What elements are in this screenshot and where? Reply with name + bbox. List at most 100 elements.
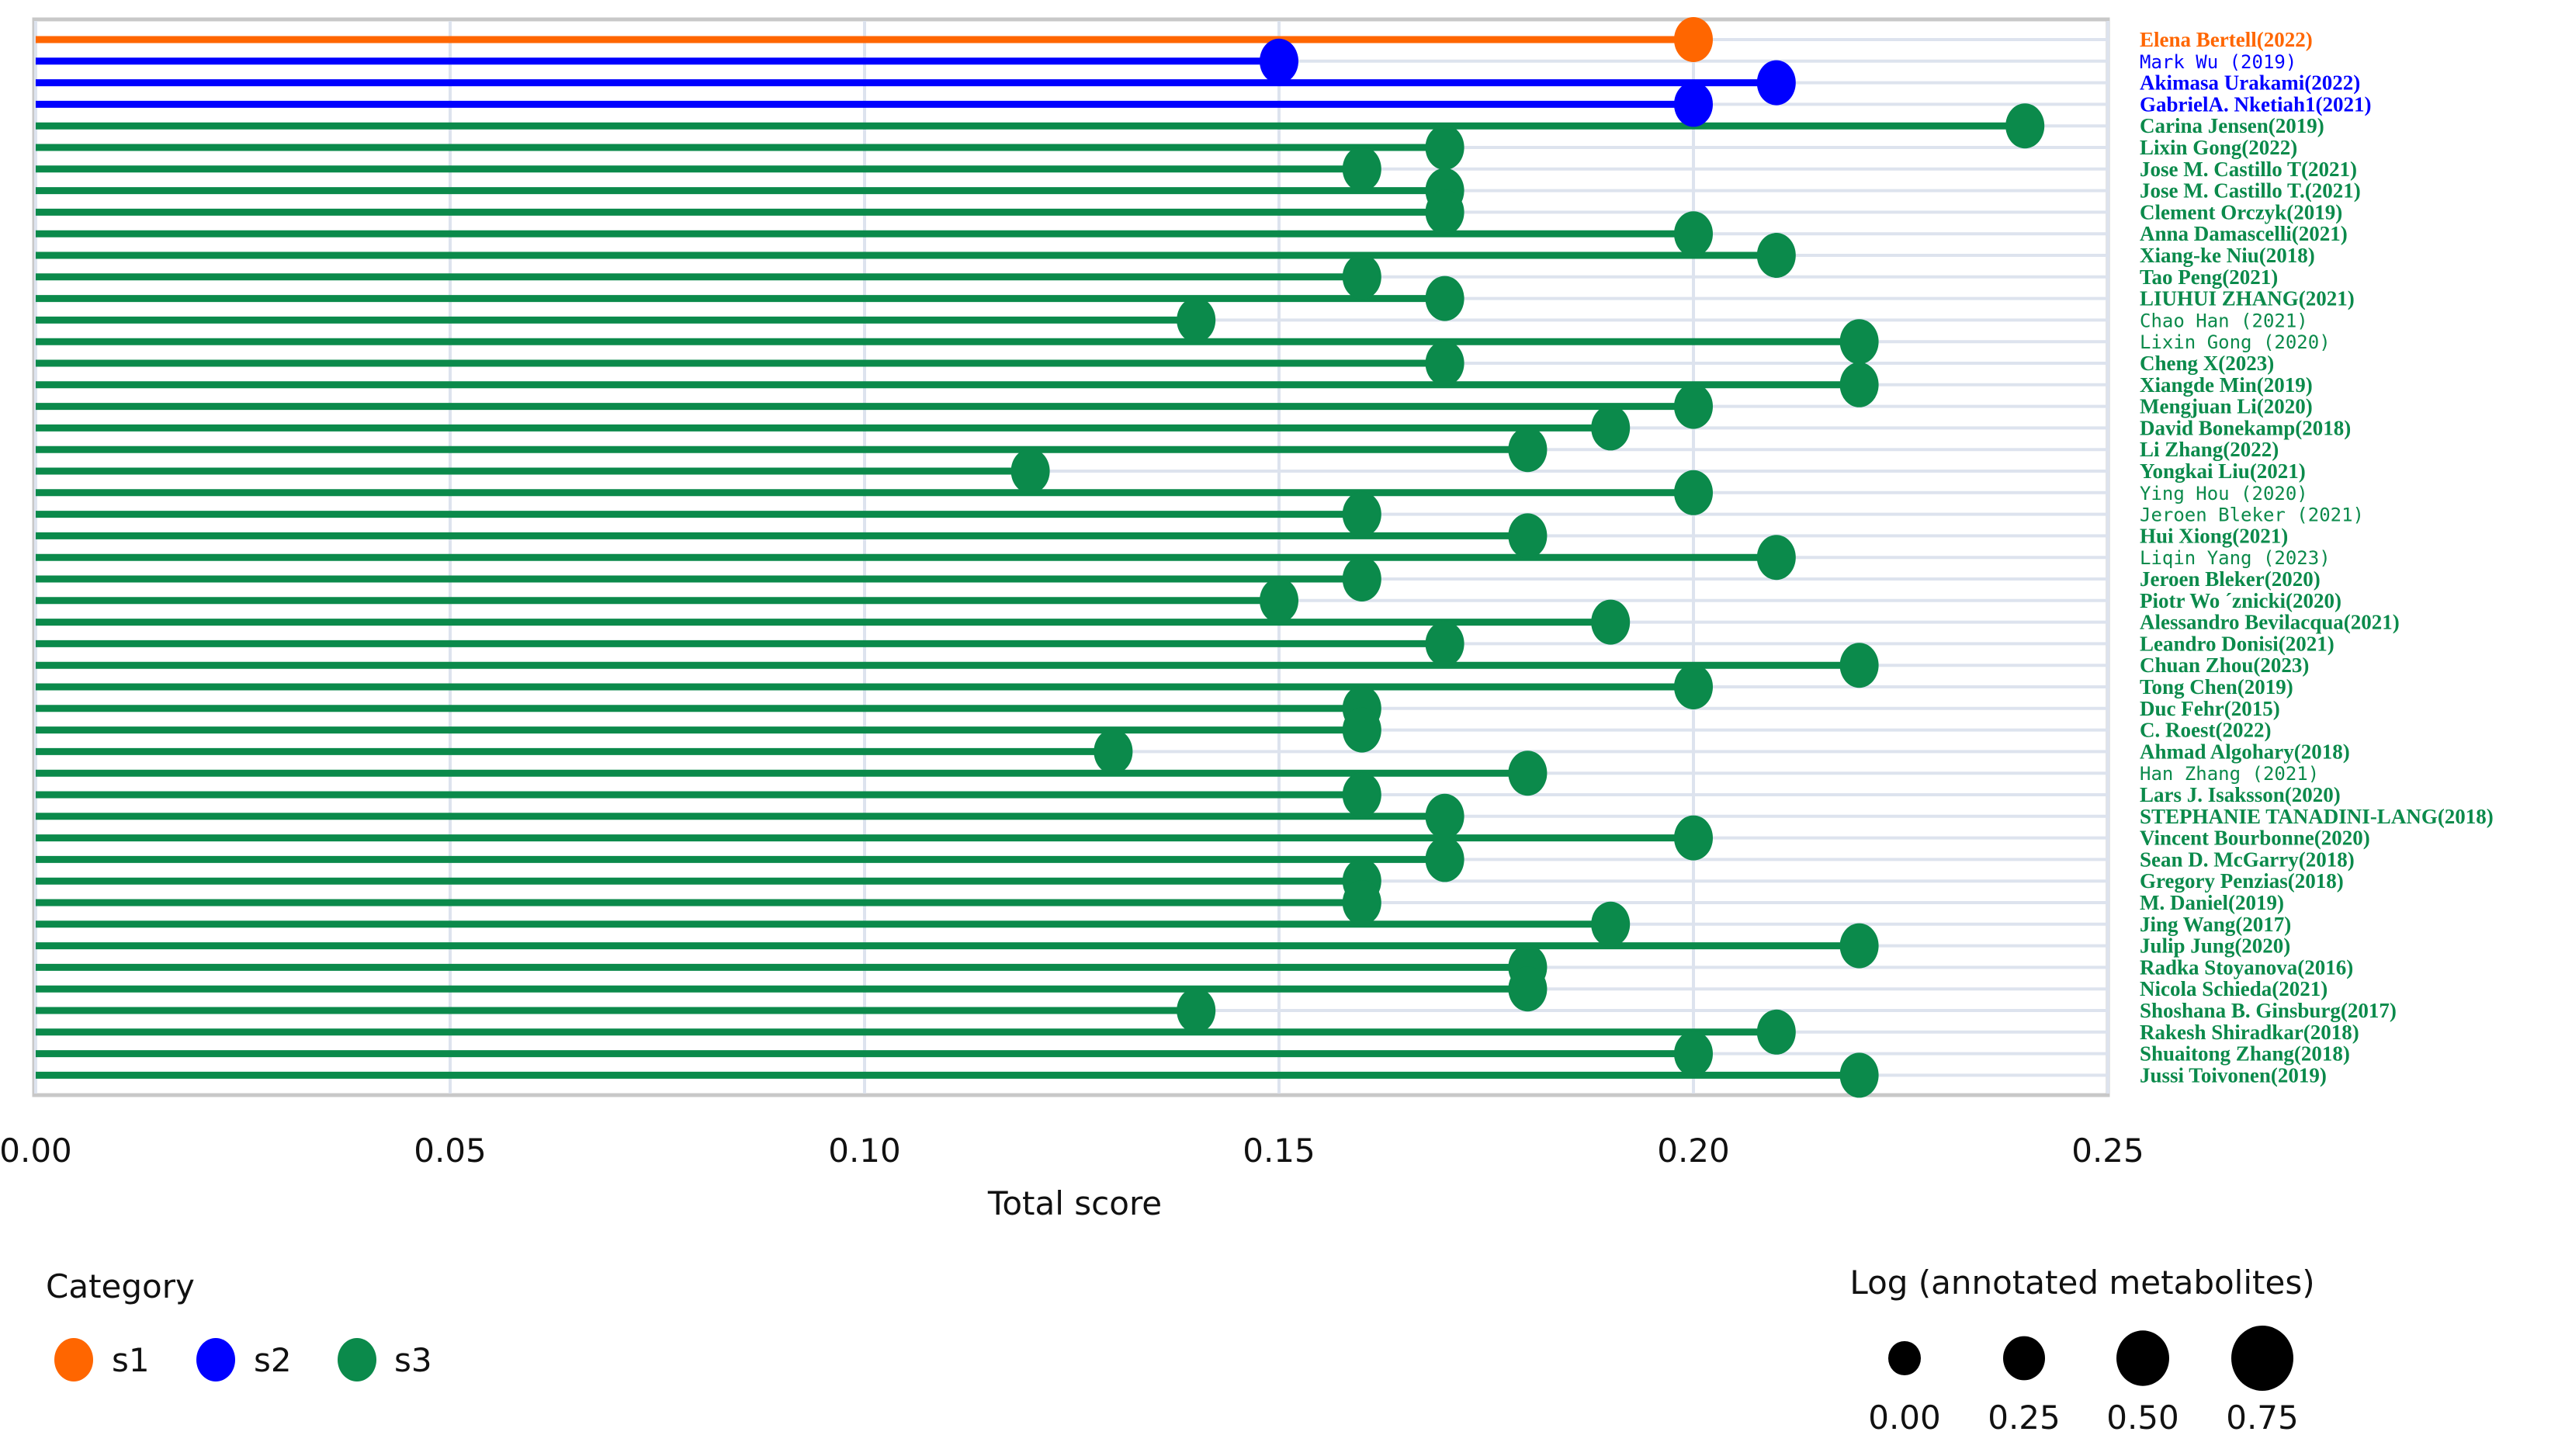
row-label: Julip Jung(2020): [2140, 934, 2290, 958]
lollipop-dot: [1839, 362, 1879, 407]
lollipop-dot: [1425, 276, 1464, 321]
category-legend-title: Category: [46, 1267, 195, 1305]
legend-label-s3: s3: [394, 1341, 432, 1379]
lollipop-dot: [1342, 254, 1381, 300]
row-label: Jeroen Bleker (2021): [2140, 504, 2364, 526]
legend-dot-s1: [54, 1338, 93, 1381]
lollipop-dot: [1591, 901, 1631, 947]
row-label: Carina Jensen(2019): [2140, 114, 2324, 137]
row-label: Chuan Zhou(2023): [2140, 653, 2309, 677]
row-label: Jose M. Castillo T.(2021): [2140, 179, 2361, 203]
lollipop-dot: [1425, 621, 1464, 667]
legend-label-s1: s1: [112, 1341, 150, 1379]
row-labels: Elena Bertell(2022)Mark Wu (2019)Akimasa…: [2140, 28, 2494, 1087]
row-label: Jing Wang(2017): [2140, 913, 2291, 936]
x-tick-label: 0.20: [1657, 1132, 1730, 1170]
row-label: Gregory Penzias(2018): [2140, 869, 2344, 893]
row-label: Lixin Gong(2022): [2140, 136, 2297, 159]
size-legend: Log (annotated metabolites) 0.00 0.25 0.50…: [1849, 1264, 2314, 1437]
lollipop-dot: [1674, 17, 1713, 62]
lollipop-dot: [1591, 599, 1631, 645]
lollipop-dot: [1260, 38, 1298, 84]
lollipop-dot: [1508, 966, 1548, 1012]
row-label: Jussi Toivonen(2019): [2140, 1063, 2327, 1087]
row-label: Jose M. Castillo T(2021): [2140, 158, 2357, 181]
lollipop-dot: [1508, 751, 1548, 796]
legend-label-s2: s2: [254, 1341, 292, 1379]
row-label: Alessandro Bevilacqua(2021): [2140, 611, 2400, 634]
row-label: Rakesh Shiradkar(2018): [2140, 1021, 2359, 1044]
lollipop-dot: [1260, 577, 1298, 623]
lollipop-dot: [1342, 880, 1381, 925]
lollipop-dot: [1839, 1052, 1879, 1098]
row-label: Mark Wu (2019): [2140, 51, 2296, 73]
lollipop-dot: [1756, 1009, 1796, 1055]
lollipop-dot: [1674, 470, 1713, 515]
row-label: Shoshana B. Ginsburg(2017): [2140, 999, 2397, 1022]
legend-dot-s2: [196, 1338, 235, 1381]
lollipop-dot: [1674, 383, 1713, 429]
row-label: Radka Stoyanova(2016): [2140, 955, 2353, 979]
lollipop-dot: [1094, 729, 1133, 775]
row-label: Xiangde Min(2019): [2140, 373, 2313, 397]
lollipop-dot: [1674, 664, 1713, 709]
row-label: Lars J. Isaksson(2020): [2140, 783, 2341, 806]
x-axis-title: Total score: [987, 1184, 1162, 1222]
row-label: Piotr Wo ´znicki(2020): [2140, 589, 2341, 612]
row-label: Chao Han (2021): [2140, 310, 2308, 331]
row-label: Leandro Donisi(2021): [2140, 632, 2334, 655]
lollipop-marks: [36, 17, 2045, 1098]
row-label: C. Roest(2022): [2140, 719, 2271, 742]
x-tick-label: 0.15: [1243, 1132, 1315, 1170]
lollipop-dot: [2005, 103, 2045, 149]
row-label: Sean D. McGarry(2018): [2140, 848, 2355, 871]
lollipop-dot: [1756, 535, 1796, 581]
lollipop-dot: [1425, 341, 1464, 386]
legend-dot-s3: [338, 1338, 376, 1381]
lollipop-dot: [1756, 233, 1796, 278]
lollipop-dot: [1674, 815, 1713, 861]
lollipop-dot: [1508, 427, 1548, 473]
row-label: Shuaitong Zhang(2018): [2140, 1042, 2350, 1066]
row-label: Liqin Yang (2023): [2140, 547, 2331, 569]
lollipop-dot: [1591, 405, 1631, 451]
size-legend-dot: [1888, 1340, 1921, 1376]
lollipop-dot: [1342, 556, 1381, 601]
row-label: Duc Fehr(2015): [2140, 697, 2280, 720]
lollipop-dot: [1342, 707, 1381, 753]
lollipop-dot: [1342, 146, 1381, 192]
row-label: Jeroen Bleker(2020): [2140, 567, 2321, 591]
row-label: Nicola Schieda(2021): [2140, 977, 2328, 1000]
row-label: Cheng X(2023): [2140, 352, 2274, 375]
row-label: STEPHANIE TANADINI-LANG(2018): [2140, 805, 2494, 828]
lollipop-dot: [1839, 923, 1879, 969]
x-tick-label: 0.00: [0, 1132, 72, 1170]
lollipop-dot: [1425, 125, 1464, 170]
lollipop-dot: [1010, 449, 1050, 494]
row-label: Clement Orczyk(2019): [2140, 200, 2342, 224]
lollipop-dot: [1756, 60, 1796, 106]
lollipop-dot: [1674, 81, 1713, 127]
size-legend-label: 0.00: [1868, 1399, 1941, 1437]
lollipop-dot: [1425, 837, 1464, 882]
x-tick-label: 0.25: [2071, 1132, 2144, 1170]
row-label: M. Daniel(2019): [2140, 891, 2284, 914]
row-label: Anna Damascelli(2021): [2140, 222, 2348, 245]
row-label: Lixin Gong (2020): [2140, 331, 2331, 353]
lollipop-dot: [1177, 297, 1216, 343]
row-label: Hui Xiong(2021): [2140, 524, 2288, 547]
lollipop-dot: [1425, 793, 1464, 839]
row-label: Vincent Bourbonne(2020): [2140, 827, 2370, 850]
row-label: Ying Hou (2020): [2140, 483, 2308, 504]
x-tick-label: 0.10: [828, 1132, 901, 1170]
lollipop-dot: [1508, 513, 1548, 559]
row-label: Xiang-ke Niu(2018): [2140, 244, 2315, 267]
x-tick-label: 0.05: [414, 1132, 487, 1170]
size-legend-label: 0.50: [2106, 1399, 2179, 1437]
category-legend: Category s1 s2 s3: [46, 1267, 432, 1381]
lollipop-dot: [1839, 643, 1879, 688]
lollipop-dot: [1839, 319, 1879, 365]
lollipop-dot: [1425, 189, 1464, 235]
row-label: Akimasa Urakami(2022): [2140, 71, 2360, 95]
